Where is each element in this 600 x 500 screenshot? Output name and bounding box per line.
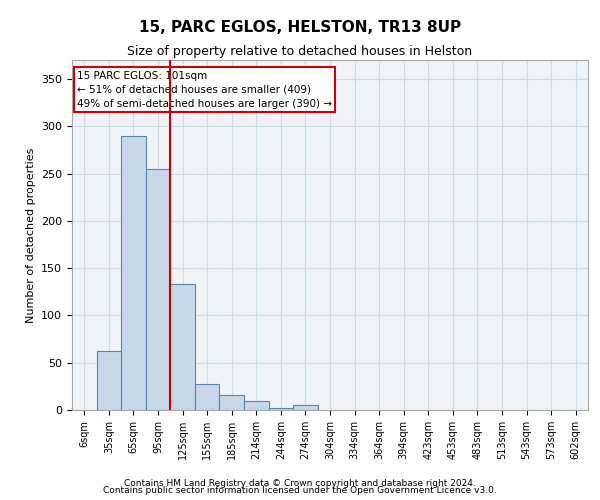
Bar (146, 169, 170, 410)
Bar (220, 395, 244, 410)
Text: Contains public sector information licensed under the Open Government Licence v3: Contains public sector information licen… (103, 486, 497, 495)
Text: 15, PARC EGLOS, HELSTON, TR13 8UP: 15, PARC EGLOS, HELSTON, TR13 8UP (139, 20, 461, 35)
Bar (97, 352, 121, 410)
Bar (170, 284, 195, 410)
Y-axis label: Number of detached properties: Number of detached properties (26, 148, 35, 322)
Bar (244, 400, 269, 410)
Text: 15 PARC EGLOS: 101sqm
← 51% of detached houses are smaller (409)
49% of semi-det: 15 PARC EGLOS: 101sqm ← 51% of detached … (77, 70, 332, 108)
Text: Contains HM Land Registry data © Crown copyright and database right 2024.: Contains HM Land Registry data © Crown c… (124, 478, 476, 488)
Bar (293, 406, 318, 410)
Bar (195, 384, 220, 410)
Bar (269, 408, 293, 410)
Text: Size of property relative to detached houses in Helston: Size of property relative to detached ho… (127, 45, 473, 58)
Bar (121, 136, 146, 410)
